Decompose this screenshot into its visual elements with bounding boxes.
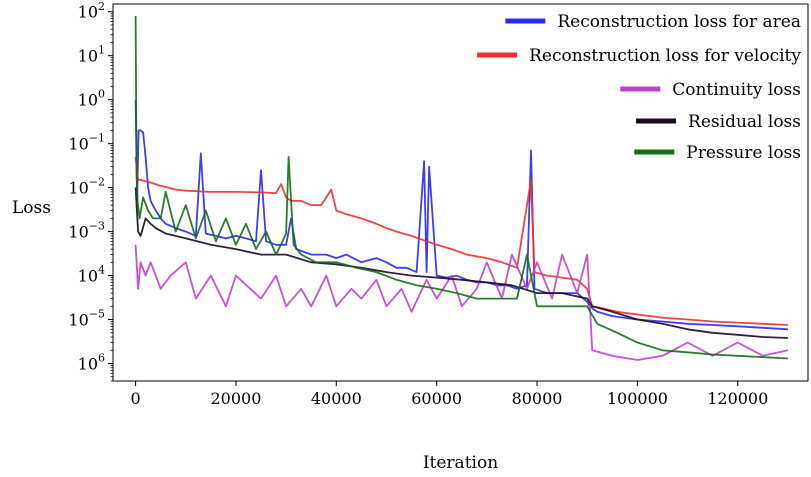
legend-item-3: Continuity loss [620, 80, 801, 100]
x-tick-label: 20000 [210, 389, 261, 408]
series-line-4 [134, 187, 788, 339]
x-tick-label: 80000 [512, 389, 563, 408]
series-line-3 [134, 244, 789, 361]
legend-label: Reconstruction loss for area [557, 12, 801, 32]
y-tick-label: 10−1 [68, 132, 105, 154]
x-tick-label: 0 [130, 389, 140, 408]
x-tick-label: 100000 [607, 389, 668, 408]
series-lines [134, 15, 789, 361]
legend-label: Continuity loss [672, 80, 801, 100]
y-tick-label: 10−2 [68, 176, 105, 198]
x-tick-label: 40000 [311, 389, 362, 408]
x-axis: 0 20000 40000 60000 80000 100000 120000 [130, 381, 768, 408]
legend-label: Pressure loss [686, 143, 801, 163]
legend-item-1: Reconstruction loss for area [505, 12, 801, 32]
legend-item-4: Residual loss [636, 112, 801, 132]
y-tick-label: 100 [78, 88, 105, 110]
x-tick-label: 60000 [411, 389, 462, 408]
y-tick-label: 10−5 [68, 308, 105, 330]
x-tick-label: 120000 [707, 389, 768, 408]
legend-label: Residual loss [688, 112, 801, 132]
y-axis: 102 101 100 10−1 10−2 10−3 104 10−5 106 [68, 0, 113, 382]
y-axis-label: Loss [12, 198, 51, 218]
legend: Reconstruction loss for area Reconstructi… [477, 12, 801, 163]
y-tick-label: 104 [78, 264, 105, 286]
y-tick-label: 10−3 [68, 220, 105, 242]
plot-frame [112, 3, 809, 382]
series-line-5 [134, 15, 788, 360]
legend-item-5: Pressure loss [634, 143, 801, 163]
series-line-2 [134, 156, 788, 326]
x-axis-label: Iteration [423, 453, 498, 473]
y-tick-label: 101 [78, 44, 105, 66]
y-tick-label: 102 [78, 0, 105, 22]
legend-item-2: Reconstruction loss for velocity [477, 46, 801, 66]
y-tick-label: 106 [78, 352, 105, 374]
legend-label: Reconstruction loss for velocity [529, 46, 801, 66]
